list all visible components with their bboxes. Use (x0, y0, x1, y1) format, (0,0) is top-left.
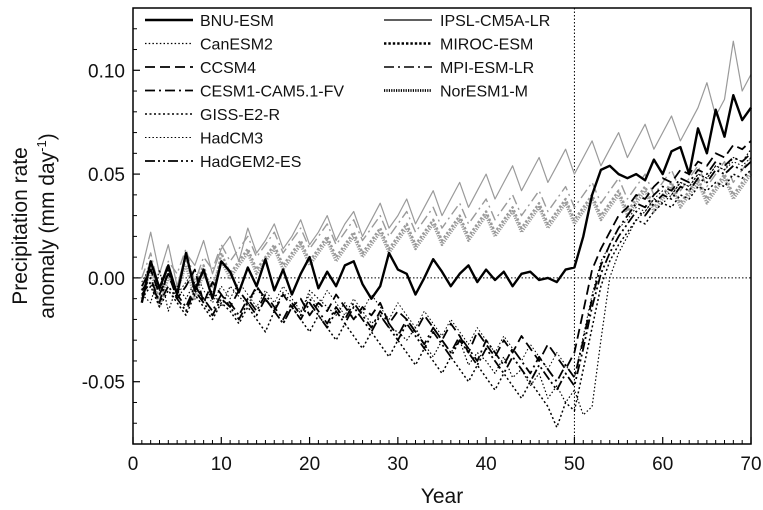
legend-label-mpi-esm-lr: MPI-ESM-LR (440, 60, 534, 77)
series-line-hadcm3 (141, 157, 752, 379)
y-tick-label: 0.05 (88, 165, 125, 186)
y-axis-title-line-1: Precipitation rate (9, 147, 32, 305)
legend: BNU-ESM CanESM2 CCSM4 CESM1-CAM5.1-FV GISS-E… (145, 13, 550, 171)
legend-label-ccsm4: CCSM4 (200, 60, 256, 77)
y-axis-title-prefix: anomaly (mm day (36, 151, 59, 318)
plot-area (133, 8, 751, 444)
y-axis-title: Precipitation rate anomaly (mm day-1) (9, 133, 59, 318)
y-axis-title-suffix: ) (36, 133, 59, 140)
series-line-hadgem2-es (141, 160, 752, 391)
series-line-mpi-esm-lr (141, 157, 752, 292)
legend-label-hadcm3: HadCM3 (200, 131, 263, 148)
series-line-giss-e2-r (141, 169, 752, 429)
legend-label-canesm2: CanESM2 (200, 37, 273, 54)
series-line-canesm2 (141, 148, 752, 416)
x-axis-title: Year (421, 485, 463, 508)
x-tick-label: 20 (299, 454, 320, 475)
y-tick-label: 0.10 (88, 61, 125, 82)
x-tick-label: 50 (564, 454, 585, 475)
legend-label-ipsl-cm5a-lr: IPSL-CM5A-LR (440, 13, 550, 30)
x-tick-label: 0 (128, 454, 139, 475)
series-line-cesm1-cam5-1-fv (141, 152, 752, 383)
legend-label-giss-e2-r: GISS-E2-R (200, 107, 280, 124)
series-layer (140, 40, 753, 429)
legend-label-cesm1-cam5-1-fv: CESM1-CAM5.1-FV (200, 84, 344, 101)
x-tick-label: 40 (476, 454, 497, 475)
series-line-ccsm4 (141, 140, 752, 371)
series-line-ipsl-cm5a-lr (141, 40, 752, 287)
legend-label-hadgem2-es: HadGEM2-ES (200, 154, 301, 171)
y-axis-title-line-2: anomaly (mm day-1) (34, 133, 59, 318)
ticks-layer: 0 10 20 30 40 50 60 70 -0.05 0.00 0.05 0.10 (82, 28, 762, 475)
series-line-miroc-esm (140, 169, 752, 304)
y-tick-label: -0.05 (82, 373, 125, 394)
x-tick-label: 70 (740, 454, 761, 475)
legend-label-bnu-esm: BNU-ESM (200, 13, 274, 30)
legend-label-noresm1-m: NorESM1-M (440, 84, 528, 101)
y-axis-title-superscript: -1 (34, 140, 49, 152)
x-tick-label: 30 (387, 454, 408, 475)
x-tick-label: 60 (652, 454, 673, 475)
series-line-bnu-esm (140, 94, 752, 304)
y-tick-label: 0.00 (88, 269, 125, 290)
x-tick-label: 10 (211, 454, 232, 475)
legend-label-miroc-esm: MIROC-ESM (440, 37, 533, 54)
